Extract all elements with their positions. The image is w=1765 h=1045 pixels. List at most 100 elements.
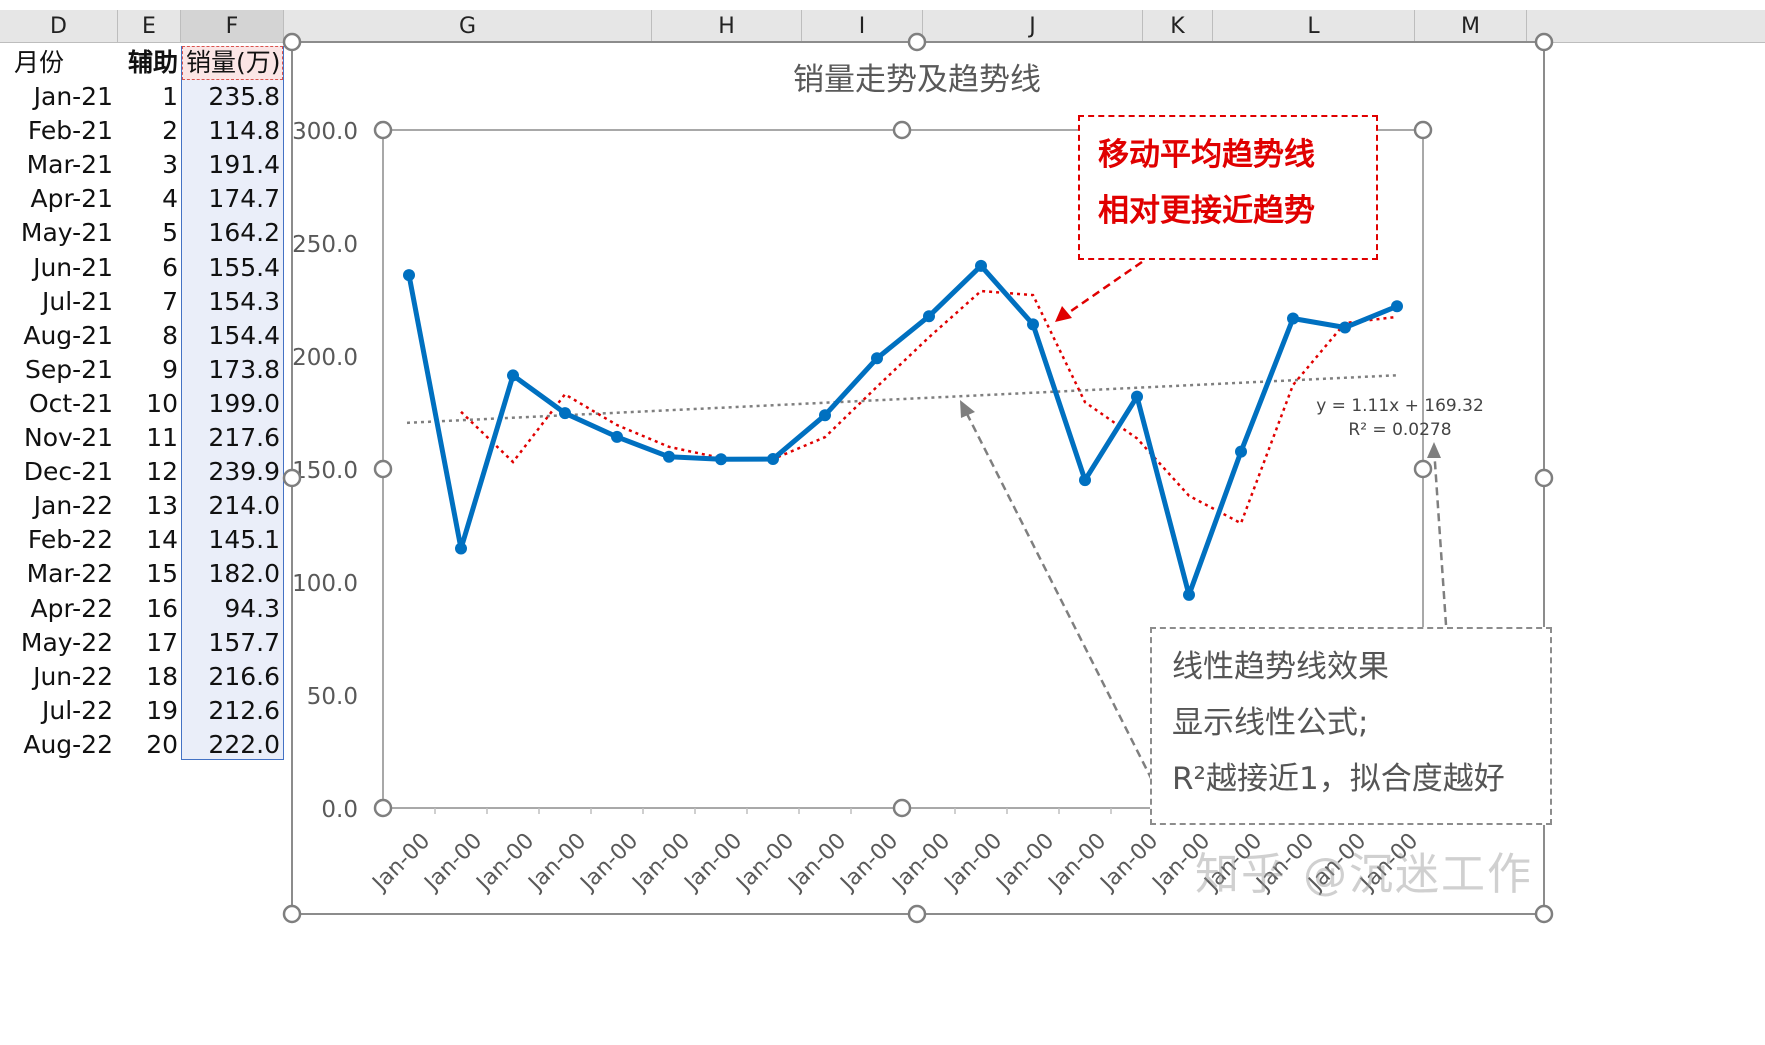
index-cell[interactable]: 9 xyxy=(162,354,178,384)
resize-handle[interactable] xyxy=(373,459,393,479)
sales-cell[interactable]: 94.3 xyxy=(224,593,280,623)
sales-cell[interactable]: 157.7 xyxy=(208,627,280,657)
selected-column-range[interactable] xyxy=(181,46,284,760)
index-cell[interactable]: 19 xyxy=(146,695,178,725)
sales-cell[interactable]: 217.6 xyxy=(208,423,280,452)
resize-handle[interactable] xyxy=(373,798,393,818)
month-cell[interactable]: Jun-21 xyxy=(33,252,113,282)
index-cell[interactable]: 12 xyxy=(146,457,178,487)
index-cell[interactable]: 3 xyxy=(162,150,178,180)
index-cell[interactable]: 16 xyxy=(146,593,178,623)
x-tick-label: Jan-00 xyxy=(939,829,1007,897)
sales-cell[interactable]: 114.8 xyxy=(208,116,280,146)
month-cell[interactable]: Apr-22 xyxy=(30,593,113,623)
month-cell[interactable]: Mar-21 xyxy=(26,150,113,180)
x-tick-label: Jan-00 xyxy=(367,829,435,897)
sales-cell[interactable]: 154.3 xyxy=(208,286,280,316)
month-cell[interactable]: Aug-21 xyxy=(23,320,113,350)
sales-cell[interactable]: 239.9 xyxy=(208,457,280,487)
linear-trend-callout[interactable]: 线性趋势线效果 显示线性公式; R²越接近1，拟合度越好 xyxy=(1150,627,1552,825)
sales-cell[interactable]: 235.8 xyxy=(208,82,280,111)
month-cell[interactable]: Dec-21 xyxy=(23,457,113,487)
column-header-l[interactable]: L xyxy=(1213,10,1415,42)
callout-arrow-moving-avg xyxy=(1057,260,1143,322)
sales-cell[interactable]: 222.0 xyxy=(208,729,280,759)
index-cell[interactable]: 5 xyxy=(162,218,178,248)
index-cell[interactable]: 15 xyxy=(146,559,178,589)
resize-handle[interactable] xyxy=(373,120,393,140)
sales-cell[interactable]: 199.0 xyxy=(208,388,280,418)
sales-cell[interactable]: 174.7 xyxy=(208,184,280,214)
sales-cell[interactable]: 212.6 xyxy=(208,695,280,725)
header-month-cell[interactable]: 月份 xyxy=(14,48,65,77)
month-cell[interactable]: Oct-21 xyxy=(28,388,113,418)
index-cell[interactable]: 1 xyxy=(162,82,178,111)
sales-cell[interactable]: 214.0 xyxy=(208,491,280,521)
header-sales-cell[interactable]: 销量(万) xyxy=(186,48,281,77)
sales-cell[interactable]: 154.4 xyxy=(208,320,280,350)
header-index-cell[interactable]: 辅助 xyxy=(127,48,178,77)
column-header-d[interactable]: D xyxy=(0,10,118,42)
column-header-f[interactable]: F xyxy=(181,10,284,42)
index-cell[interactable]: 17 xyxy=(146,627,178,657)
month-cell[interactable]: Jan-22 xyxy=(33,491,113,521)
month-cell[interactable]: Jan-21 xyxy=(33,82,113,111)
moving-average-callout[interactable]: 移动平均趋势线 相对更接近趋势 xyxy=(1078,115,1378,260)
index-cell[interactable]: 8 xyxy=(162,320,178,350)
resize-handle[interactable] xyxy=(892,798,912,818)
index-cell[interactable]: 7 xyxy=(162,286,178,316)
resize-handle[interactable] xyxy=(282,904,302,924)
index-cell[interactable]: 2 xyxy=(162,116,178,146)
column-header-j[interactable]: J xyxy=(923,10,1143,42)
index-cell[interactable]: 10 xyxy=(146,388,178,418)
month-cell[interactable]: Mar-22 xyxy=(26,559,113,589)
sales-cell[interactable]: 145.1 xyxy=(208,525,280,555)
index-cell[interactable]: 18 xyxy=(146,661,178,691)
month-cell[interactable]: Jul-21 xyxy=(42,286,113,316)
month-cell[interactable]: Jun-22 xyxy=(33,661,113,691)
resize-handle[interactable] xyxy=(1413,459,1433,479)
sales-data-point xyxy=(1287,312,1299,325)
resize-handle[interactable] xyxy=(282,32,302,52)
sales-series-line xyxy=(406,263,1398,598)
resize-handle[interactable] xyxy=(907,904,927,924)
month-cell[interactable]: Jul-22 xyxy=(42,695,113,725)
resize-handle[interactable] xyxy=(1413,120,1433,140)
column-header-i[interactable]: I xyxy=(802,10,923,42)
sales-cell[interactable]: 155.4 xyxy=(208,252,280,282)
column-header-e[interactable]: E xyxy=(118,10,181,42)
index-cell[interactable]: 20 xyxy=(146,729,178,759)
sales-cell[interactable]: 216.6 xyxy=(208,661,280,691)
sales-cell[interactable]: 164.2 xyxy=(208,218,280,248)
selected-header-cell[interactable] xyxy=(182,46,283,80)
selection-handles xyxy=(282,32,1554,924)
index-cell[interactable]: 11 xyxy=(146,423,178,452)
month-cell[interactable]: May-21 xyxy=(20,218,113,248)
index-cell[interactable]: 6 xyxy=(162,252,178,282)
column-header-h[interactable]: H xyxy=(652,10,802,42)
index-cell[interactable]: 4 xyxy=(162,184,178,214)
resize-handle[interactable] xyxy=(892,120,912,140)
sales-cell[interactable]: 173.8 xyxy=(208,354,280,384)
month-cell[interactable]: Feb-21 xyxy=(27,116,113,146)
index-cell[interactable]: 14 xyxy=(146,525,178,555)
column-header-g[interactable]: G xyxy=(284,10,652,42)
column-header-m[interactable]: M xyxy=(1415,10,1527,42)
callout-arrowhead-moving-avg xyxy=(1055,306,1072,322)
resize-handle[interactable] xyxy=(907,32,927,52)
resize-handle[interactable] xyxy=(282,468,302,488)
month-cell[interactable]: Apr-21 xyxy=(30,184,113,214)
column-header-k[interactable]: K xyxy=(1143,10,1213,42)
month-cell[interactable]: May-22 xyxy=(20,627,113,657)
resize-handle[interactable] xyxy=(1534,904,1554,924)
month-cell[interactable]: Feb-22 xyxy=(27,525,113,555)
index-cell[interactable]: 13 xyxy=(146,491,178,521)
sales-cell[interactable]: 191.4 xyxy=(208,150,280,180)
month-cell[interactable]: Aug-22 xyxy=(23,729,113,759)
month-cell[interactable]: Nov-21 xyxy=(24,423,113,452)
resize-handle[interactable] xyxy=(1534,468,1554,488)
sales-cell[interactable]: 182.0 xyxy=(208,559,280,589)
resize-handle[interactable] xyxy=(1534,32,1554,52)
month-cell[interactable]: Sep-21 xyxy=(25,354,113,384)
